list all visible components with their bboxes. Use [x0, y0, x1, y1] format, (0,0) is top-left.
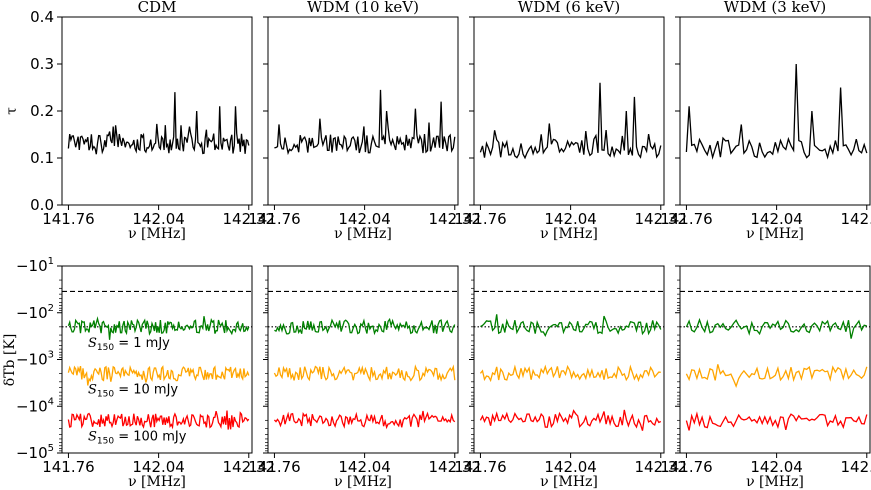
- x-tick-label: 142.04: [132, 210, 185, 228]
- y-tick-label: 0.4: [30, 8, 54, 26]
- x-tick-label: 142.32: [841, 210, 871, 228]
- y-tick-label: −103: [16, 350, 54, 369]
- dtb-series-10mjy: [685, 364, 868, 388]
- dtb-panel-2: [469, 265, 665, 454]
- y-tick-label-base: −10: [16, 397, 48, 415]
- y-tick-label: 0.2: [30, 102, 54, 120]
- x-tick-label: 141.76: [248, 210, 301, 228]
- y-tick-label-sup: 1: [48, 256, 54, 267]
- dtb-series-1mjy: [274, 317, 456, 336]
- tau-panel-2: WDM (6 keV): [469, 0, 665, 206]
- x-tick-label: 142.04: [338, 210, 391, 228]
- x-axis-label: ν [MHz]: [334, 474, 392, 490]
- panel-title: WDM (10 keV): [307, 0, 419, 16]
- x-tick-label: 142.04: [750, 210, 803, 228]
- y-tick-label-sup: 4: [48, 396, 54, 407]
- x-tick-label: 142.32: [841, 458, 871, 476]
- x-axis-label: ν [MHz]: [746, 226, 804, 242]
- y-tick-label-base: −10: [16, 444, 48, 462]
- tau-y-axis-label: τ: [4, 107, 20, 115]
- y-tick-label: −101: [16, 256, 54, 275]
- panel-title: WDM (3 keV): [724, 0, 826, 16]
- tau-panel-0: CDM 0.0 0.1 0.2 0.3 0.4: [30, 0, 253, 214]
- dtb-axes-frame: [267, 265, 459, 454]
- dtb-panel-3: [675, 265, 871, 454]
- y-tick-label-base: −10: [16, 351, 48, 369]
- dtb-series-10mjy: [273, 364, 456, 383]
- tau-panel-1: WDM (10 keV): [263, 0, 459, 206]
- x-tick-label: 141.76: [42, 210, 95, 228]
- x-tick-label: 142.32: [223, 210, 276, 228]
- tau-series-line: [479, 82, 662, 160]
- y-tick-label-base: −10: [16, 257, 48, 275]
- flux-subscript: 150: [97, 436, 114, 446]
- x-axis-label: ν [MHz]: [540, 226, 598, 242]
- flux-value: = 1 mJy: [114, 336, 170, 351]
- y-tick-label: 0.0: [30, 196, 54, 214]
- x-tick-label: 141.76: [660, 458, 713, 476]
- x-tick-label: 141.76: [454, 210, 507, 228]
- y-tick-label: −105: [16, 443, 54, 462]
- x-tick-label: 142.32: [223, 458, 276, 476]
- tau-series-line: [67, 92, 250, 155]
- dtb-y-axis-label: δTb [K]: [2, 334, 18, 387]
- x-tick-label: 142.32: [429, 210, 482, 228]
- flux-annotation: S150 = 1 mJy: [88, 336, 170, 353]
- y-tick-label: −104: [16, 396, 54, 415]
- dtb-series-10mjy: [67, 364, 250, 386]
- x-axis-label: ν [MHz]: [540, 474, 598, 490]
- tau-panel-3: WDM (3 keV): [675, 0, 871, 206]
- flux-annotation: S150 = 100 mJy: [88, 429, 187, 446]
- x-tick-label: 141.76: [42, 458, 95, 476]
- tau-axes-frame: [267, 16, 459, 206]
- x-axis-label: ν [MHz]: [334, 226, 392, 242]
- dtb-series-1mjy: [685, 317, 867, 339]
- x-axis-label: ν [MHz]: [746, 474, 804, 490]
- x-tick-label: 142.04: [544, 210, 597, 228]
- x-tick-label: 141.76: [248, 458, 301, 476]
- x-tick-label: 142.32: [635, 458, 688, 476]
- dtb-series-1mjy: [480, 314, 662, 337]
- flux-annotation: S150 = 10 mJy: [88, 383, 178, 400]
- x-axis-label: ν [MHz]: [128, 226, 186, 242]
- y-tick-label: −102: [16, 303, 54, 322]
- y-tick-label-sup: 5: [48, 443, 54, 454]
- x-tick-label: 142.32: [429, 458, 482, 476]
- x-tick-label: 142.32: [635, 210, 688, 228]
- x-tick-label: 142.04: [132, 458, 185, 476]
- flux-symbol: S: [88, 429, 97, 444]
- panel-title: WDM (6 keV): [518, 0, 620, 16]
- y-tick-label: 0.3: [30, 55, 54, 73]
- dtb-series-100mjy: [479, 409, 662, 431]
- flux-value: = 10 mJy: [114, 383, 178, 398]
- dtb-series-100mjy: [273, 410, 456, 430]
- y-tick-label: 0.1: [30, 149, 54, 167]
- dtb-series-100mjy: [685, 411, 868, 431]
- x-tick-label: 142.04: [750, 458, 803, 476]
- x-tick-label: 142.04: [544, 458, 597, 476]
- dtb-series-1mjy: [67, 316, 250, 340]
- x-tick-label: 141.76: [454, 458, 507, 476]
- dtb-axes-frame: [61, 265, 253, 454]
- tau-series-line: [274, 89, 456, 156]
- flux-subscript: 150: [97, 390, 114, 400]
- y-tick-label-sup: 3: [48, 350, 54, 361]
- dtb-series-10mjy: [479, 364, 661, 383]
- flux-value: = 100 mJy: [114, 429, 187, 444]
- dtb-panel-1: [263, 265, 459, 454]
- y-tick-label-sup: 2: [48, 303, 54, 314]
- x-tick-label: 142.04: [338, 458, 391, 476]
- tau-series-line: [685, 63, 868, 160]
- y-tick-label-base: −10: [16, 304, 48, 322]
- panel-title: CDM: [138, 0, 177, 16]
- x-axis-label: ν [MHz]: [128, 474, 186, 490]
- dtb-series-100mjy: [67, 410, 250, 430]
- flux-subscript: 150: [97, 343, 114, 353]
- tau-axes-frame: [61, 16, 253, 206]
- flux-symbol: S: [88, 336, 97, 351]
- x-tick-label: 141.76: [660, 210, 713, 228]
- flux-symbol: S: [88, 383, 97, 398]
